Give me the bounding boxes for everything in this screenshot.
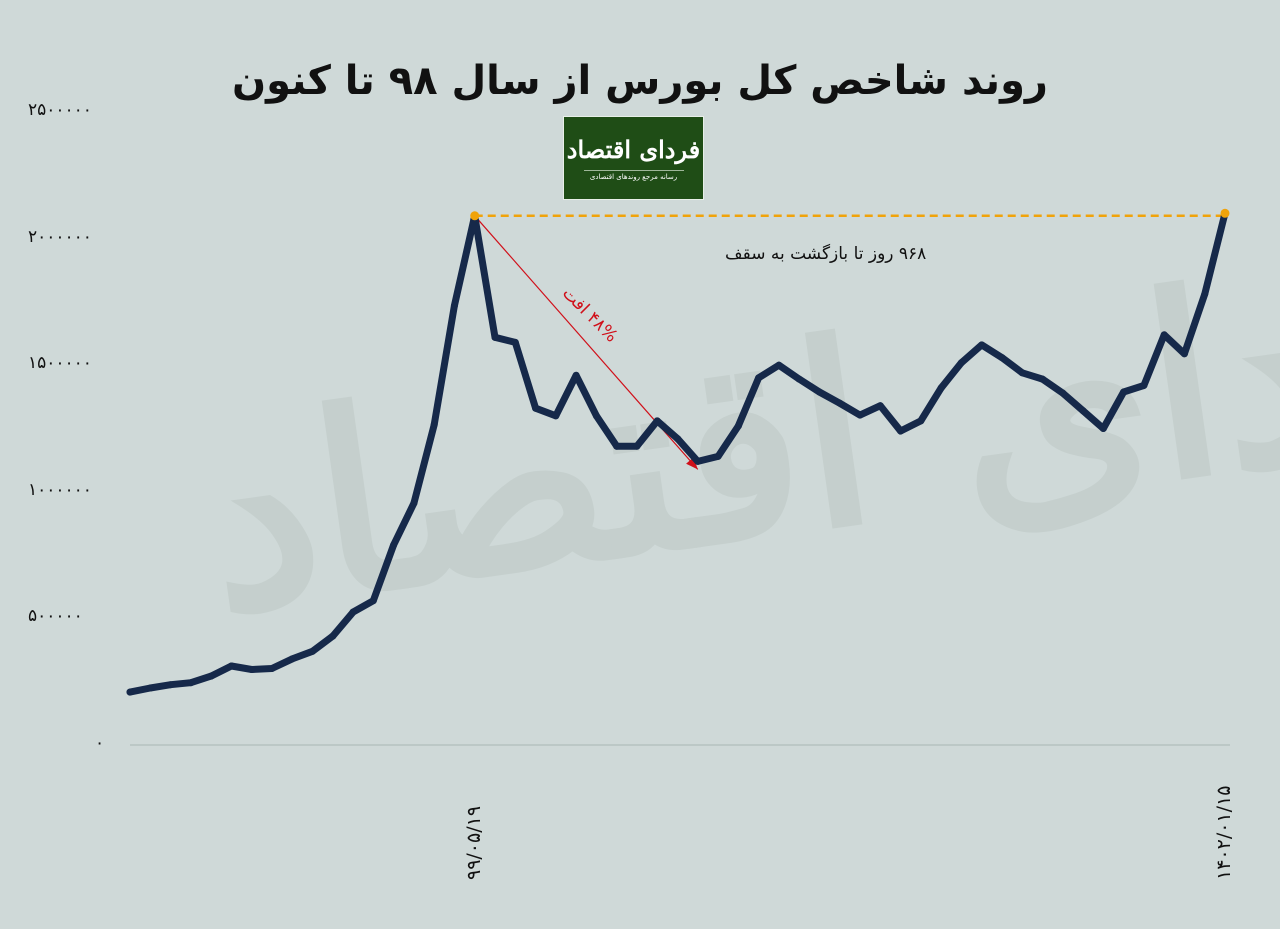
data-point — [126, 688, 134, 696]
data-point — [248, 666, 256, 674]
data-point — [552, 412, 560, 420]
data-point — [167, 681, 175, 689]
chart-title: روند شاخص کل بورس از سال ۹۸ تا کنون — [232, 58, 1048, 104]
data-point — [410, 499, 418, 507]
x-tick-label-peak: ۹۹/۰۵/۱۹ — [462, 805, 485, 880]
data-point — [856, 411, 864, 419]
data-point — [815, 388, 823, 396]
y-tick-label: ۱۰۰۰۰۰۰ — [28, 479, 92, 500]
data-point — [1059, 389, 1067, 397]
data-point — [268, 665, 276, 673]
y-tick-label: ۵۰۰۰۰۰ — [28, 606, 83, 627]
data-point — [694, 457, 702, 465]
data-point — [288, 655, 296, 663]
data-point — [1120, 388, 1128, 396]
data-point — [207, 672, 215, 680]
y-tick-label: ۲۰۰۰۰۰۰ — [28, 226, 92, 247]
data-point — [491, 333, 499, 341]
data-point — [897, 427, 905, 435]
ceiling-marker — [1220, 208, 1230, 218]
data-point — [532, 404, 540, 412]
data-point — [978, 341, 986, 349]
logo-name: فردای اقتصاد — [566, 135, 701, 164]
data-point — [876, 402, 884, 410]
data-point — [450, 302, 458, 310]
data-point — [592, 412, 600, 420]
y-tick-label: ۰ — [95, 733, 105, 753]
data-point — [998, 354, 1006, 362]
data-point — [1180, 350, 1188, 358]
data-point — [937, 384, 945, 392]
data-point — [309, 647, 316, 655]
data-point — [349, 608, 357, 616]
y-tick-label: ۱۵۰۰۰۰۰ — [28, 353, 92, 374]
data-point — [836, 399, 844, 407]
data-point — [633, 442, 641, 450]
ceiling-annotation: ۹۶۸ روز تا بازگشت به سقف — [725, 244, 927, 264]
data-point — [187, 679, 195, 687]
data-point — [1140, 381, 1148, 389]
data-point — [957, 359, 965, 367]
data-point — [1079, 407, 1087, 415]
data-point — [511, 338, 519, 346]
data-point — [653, 417, 661, 425]
data-point — [390, 541, 398, 549]
data-point — [1018, 369, 1026, 377]
data-point — [755, 374, 763, 382]
data-point — [1201, 290, 1209, 298]
data-point — [572, 371, 580, 379]
logo: فردای اقتصاد رسانه مرجع روندهای اقتصادی — [563, 116, 704, 200]
data-point — [795, 375, 803, 383]
data-point — [917, 417, 925, 425]
ceiling-marker — [470, 211, 480, 221]
data-point — [775, 361, 783, 369]
data-point — [1099, 425, 1107, 432]
data-point — [430, 421, 438, 429]
logo-tagline: رسانه مرجع روندهای اقتصادی — [583, 170, 684, 181]
data-point — [227, 662, 235, 670]
y-tick-label: ۲۵۰۰۰۰۰ — [28, 100, 92, 120]
drop-arrow-head — [686, 457, 698, 470]
data-point — [329, 632, 337, 640]
data-point — [1160, 331, 1168, 339]
x-tick-label-end: ۱۴۰۲/۰۱/۱۵ — [1213, 785, 1235, 880]
data-point — [1039, 375, 1046, 383]
data-point — [369, 597, 377, 605]
data-point — [613, 442, 621, 450]
data-point — [714, 452, 722, 460]
data-point — [146, 684, 154, 692]
data-point — [674, 435, 681, 443]
data-point — [734, 422, 742, 430]
index-series-line — [126, 209, 1229, 696]
